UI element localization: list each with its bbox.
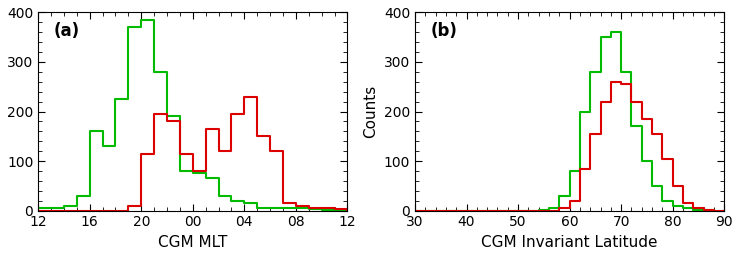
Y-axis label: Counts: Counts (363, 85, 378, 138)
X-axis label: CGM Invariant Latitude: CGM Invariant Latitude (481, 235, 658, 250)
X-axis label: CGM MLT: CGM MLT (158, 235, 227, 250)
Text: (a): (a) (53, 22, 80, 40)
Text: (b): (b) (431, 22, 457, 40)
